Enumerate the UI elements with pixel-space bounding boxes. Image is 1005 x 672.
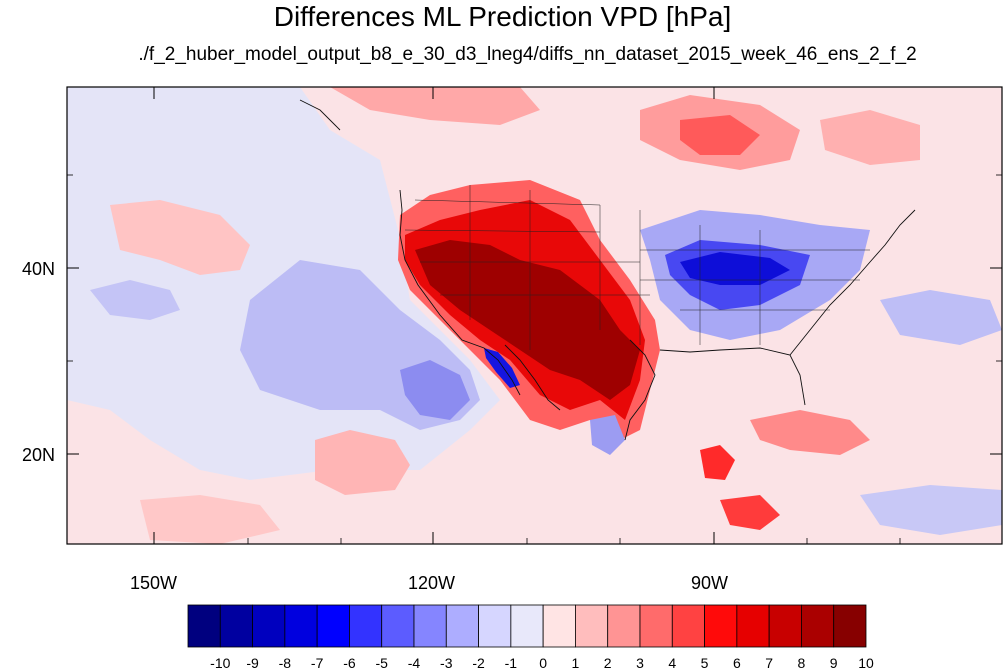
coastlines — [299, 99, 916, 441]
colorbar-swatch — [445, 604, 479, 648]
state-borders — [404, 185, 870, 350]
colorbar — [187, 604, 867, 648]
colorbar-swatch — [510, 604, 544, 648]
colorbar-label: 2 — [603, 655, 612, 671]
colorbar-label: -6 — [343, 655, 356, 671]
colorbar-label: 3 — [636, 655, 644, 671]
colorbar-swatch — [768, 604, 802, 648]
pacific-deep-blue — [400, 360, 470, 420]
mexico-blue-patch — [590, 415, 625, 455]
colorbar-swatch — [284, 604, 318, 648]
colorbar-swatch — [736, 604, 770, 648]
colorbar-swatch — [671, 604, 705, 648]
eastern-us-deep-blue — [680, 252, 790, 285]
map-minor-ticks — [67, 174, 1002, 544]
colorbar-label: -4 — [407, 655, 421, 671]
map-frame — [66, 86, 1003, 545]
colorbar-swatch — [478, 604, 512, 648]
colorbar-swatch — [639, 604, 673, 648]
colorbar-swatch — [801, 604, 835, 648]
colorbar-label: 7 — [765, 655, 774, 671]
lon-label-90w: 90W — [691, 573, 729, 593]
colorbar-label: 9 — [829, 655, 838, 671]
colorbar-label: -8 — [278, 655, 292, 671]
atlantic-blue-south — [860, 485, 1002, 535]
map-subtitle: ./f_2_huber_model_output_b8_e_30_d3_lneg… — [138, 44, 917, 65]
colorbar-label: 6 — [732, 655, 741, 671]
lon-label-120w: 120W — [408, 573, 456, 593]
colorbar-swatch — [187, 604, 221, 648]
pacific-blue-northwest — [90, 280, 180, 320]
colorbar-label: 5 — [700, 655, 709, 671]
lon-label-150w: 150W — [130, 573, 178, 593]
colorbar-label: -5 — [375, 655, 388, 671]
colorbar-label: -10 — [210, 655, 231, 671]
colorbar-swatch — [381, 604, 415, 648]
colorbar-label: -9 — [246, 655, 259, 671]
colorbar-label: 1 — [571, 655, 580, 671]
colorbar-swatch — [704, 604, 738, 648]
pacific-red-patch-2 — [315, 430, 410, 495]
colorbar-label: -3 — [440, 655, 453, 671]
caribbean-red-core — [720, 495, 780, 530]
canada-red-core — [680, 115, 760, 155]
colorbar-swatch — [607, 604, 641, 648]
lat-label-20n: 20N — [22, 445, 56, 465]
colorbar-swatch — [575, 604, 609, 648]
map-ticks — [67, 87, 1002, 544]
colorbar-label: -2 — [472, 655, 485, 671]
colorbar-swatch — [413, 604, 447, 648]
lat-label-40n: 40N — [22, 259, 56, 279]
colorbar-label: 4 — [668, 655, 677, 671]
gulf-red-patch — [700, 445, 735, 480]
pacific-red-patch-3 — [140, 495, 280, 544]
map-panel — [67, 87, 1002, 544]
colorbar-label: 0 — [539, 655, 548, 671]
colorbar-swatch — [349, 604, 383, 648]
colorbar-swatch — [542, 604, 576, 648]
alaska-red-band — [330, 87, 540, 125]
colorbar-swatch — [316, 604, 350, 648]
east-canada-red — [820, 110, 920, 165]
atlantic-blue-patch — [880, 290, 1002, 345]
pacific-red-patch-1 — [110, 200, 250, 275]
colorbar-swatch — [252, 604, 286, 648]
colorbar-label: 8 — [797, 655, 806, 671]
colorbar-label: -1 — [504, 655, 518, 671]
colorbar-label: 10 — [858, 655, 874, 671]
western-us-dark-red — [415, 240, 640, 400]
colorbar-label: -7 — [310, 655, 324, 671]
colorbar-swatch — [219, 604, 253, 648]
caribbean-red-patch — [750, 410, 870, 455]
colorbar-swatch — [833, 604, 867, 648]
map-title: Differences ML Prediction VPD [hPa] — [273, 1, 732, 32]
